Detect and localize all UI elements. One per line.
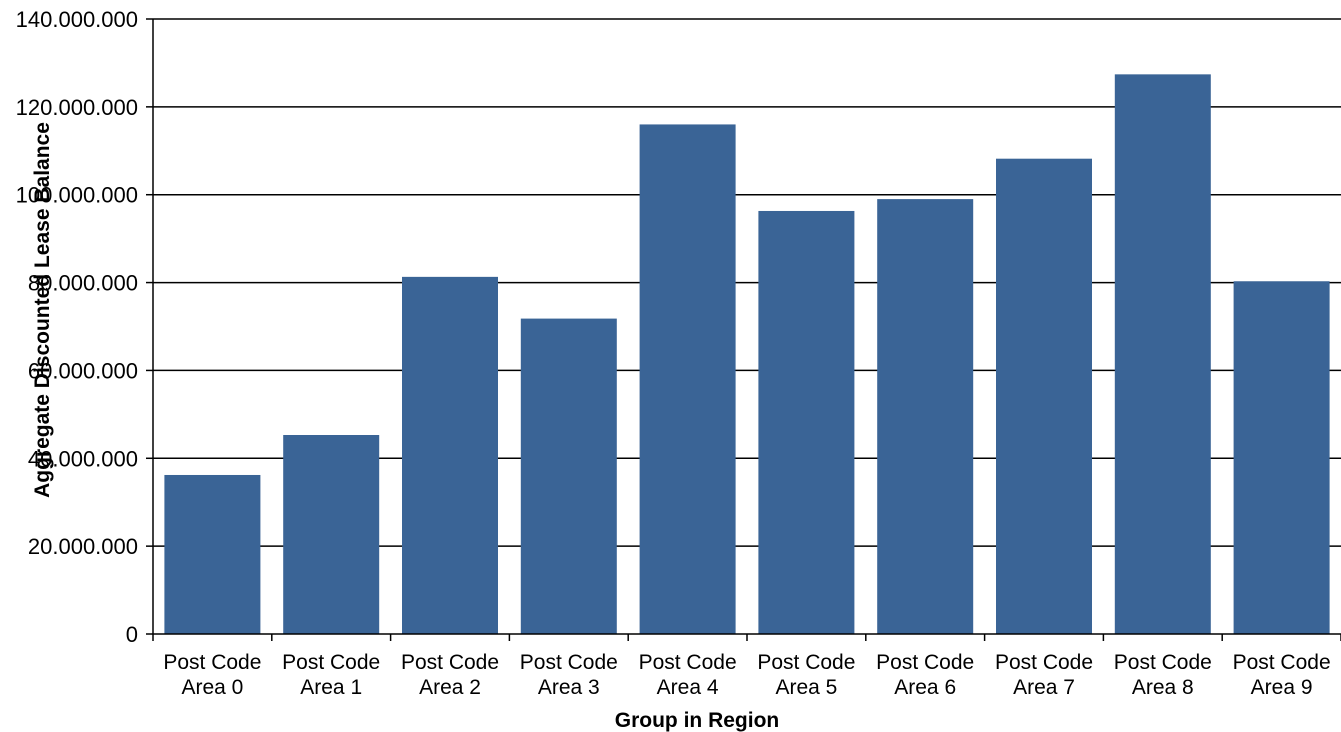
axes <box>146 18 1341 641</box>
x-tick-label: Area 3 <box>538 676 600 699</box>
bar <box>402 276 498 634</box>
x-tick-label: Post Code <box>520 651 618 674</box>
y-tick-labels: 0 20.000.000 40.000.000 60.000.000 80.000.00… <box>16 7 138 647</box>
x-tick-label: Post Code <box>401 651 499 674</box>
x-tick-label: Post Code <box>995 651 1093 674</box>
x-tick-label: Area 7 <box>1013 676 1075 699</box>
bar <box>1233 281 1330 634</box>
x-tick-label: Area 5 <box>775 676 837 699</box>
y-tick-label: 20.000.000 <box>28 534 138 559</box>
x-tick-label: Post Code <box>876 651 974 674</box>
x-tick-label: Area 4 <box>657 676 719 699</box>
y-axis-title: Aggregate Discounted Lease Balance <box>31 122 54 498</box>
x-tick-label: Post Code <box>282 651 380 674</box>
x-tick-label: Post Code <box>639 651 737 674</box>
bar <box>520 318 617 634</box>
x-tick-label: Area 6 <box>894 676 956 699</box>
y-tick-label: 40.000.000 <box>28 446 138 471</box>
bar <box>758 210 855 635</box>
y-tick-label: 60.000.000 <box>28 358 138 383</box>
x-tick-label: Area 2 <box>419 676 481 699</box>
x-tick-label: Post Code <box>1233 651 1331 674</box>
x-tick-label: Post Code <box>757 651 855 674</box>
y-tick-label: 140.000.000 <box>16 7 138 32</box>
x-tick-label: Area 1 <box>300 676 362 699</box>
bars <box>164 74 1330 635</box>
bar <box>996 158 1092 634</box>
y-tick-label: 0 <box>126 622 138 647</box>
bar <box>1114 74 1211 635</box>
x-tick-label: Post Code <box>1114 651 1212 674</box>
bar <box>164 474 261 634</box>
x-tick-label: Area 0 <box>181 676 243 699</box>
x-tick-label: Post Code <box>163 651 261 674</box>
x-axis-title: Group in Region <box>615 709 779 732</box>
y-tick-label: 120.000.000 <box>16 95 138 120</box>
bar <box>877 199 974 634</box>
bar <box>639 124 736 634</box>
y-tick-label: 80.000.000 <box>28 271 138 296</box>
bar <box>283 435 380 634</box>
y-tick-label: 100.000.000 <box>16 183 138 208</box>
x-tick-label: Area 8 <box>1132 676 1194 699</box>
x-tick-label: Area 9 <box>1251 676 1313 699</box>
